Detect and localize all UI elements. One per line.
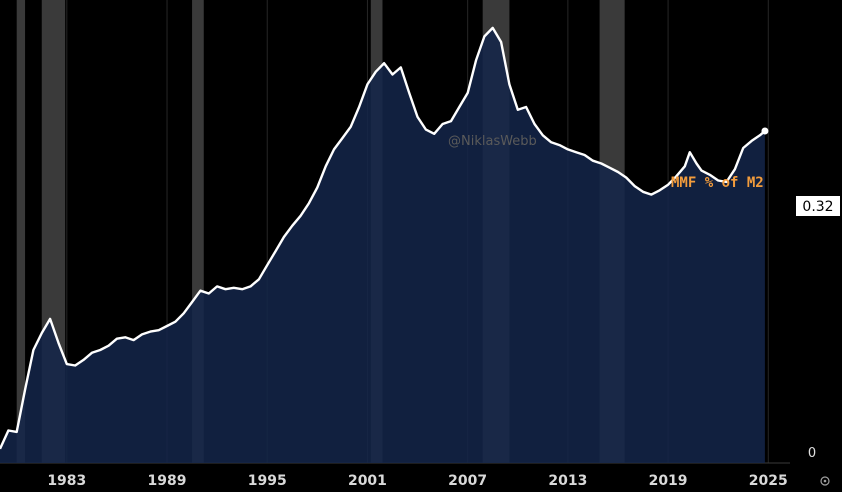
data-point xyxy=(761,128,768,135)
x-tick-label: 2025 xyxy=(749,473,788,489)
x-tick-label: 1983 xyxy=(47,473,86,489)
y-axis: 0 xyxy=(808,446,816,461)
y-tick-label: 0 xyxy=(808,446,816,461)
last-value-label: 0.32 xyxy=(802,199,833,215)
last-value-badge: 0.32 xyxy=(796,196,840,216)
x-tick-label: 2001 xyxy=(348,473,387,489)
x-tick-label: 1995 xyxy=(248,473,287,489)
x-axis: 1983 1989 1995 2001 2007 2013 2019 2025 xyxy=(47,473,787,489)
x-tick-label: 2007 xyxy=(448,473,487,489)
settings-icon[interactable] xyxy=(821,477,829,485)
series-name-label: MMF % of M2 xyxy=(671,175,764,191)
series-area xyxy=(0,28,765,463)
x-tick-label: 2013 xyxy=(548,473,587,489)
x-tick-label: 2019 xyxy=(649,473,688,489)
series-area-fill xyxy=(0,28,765,463)
x-tick-label: 1989 xyxy=(148,473,187,489)
watermark: @NiklasWebb xyxy=(448,134,537,149)
